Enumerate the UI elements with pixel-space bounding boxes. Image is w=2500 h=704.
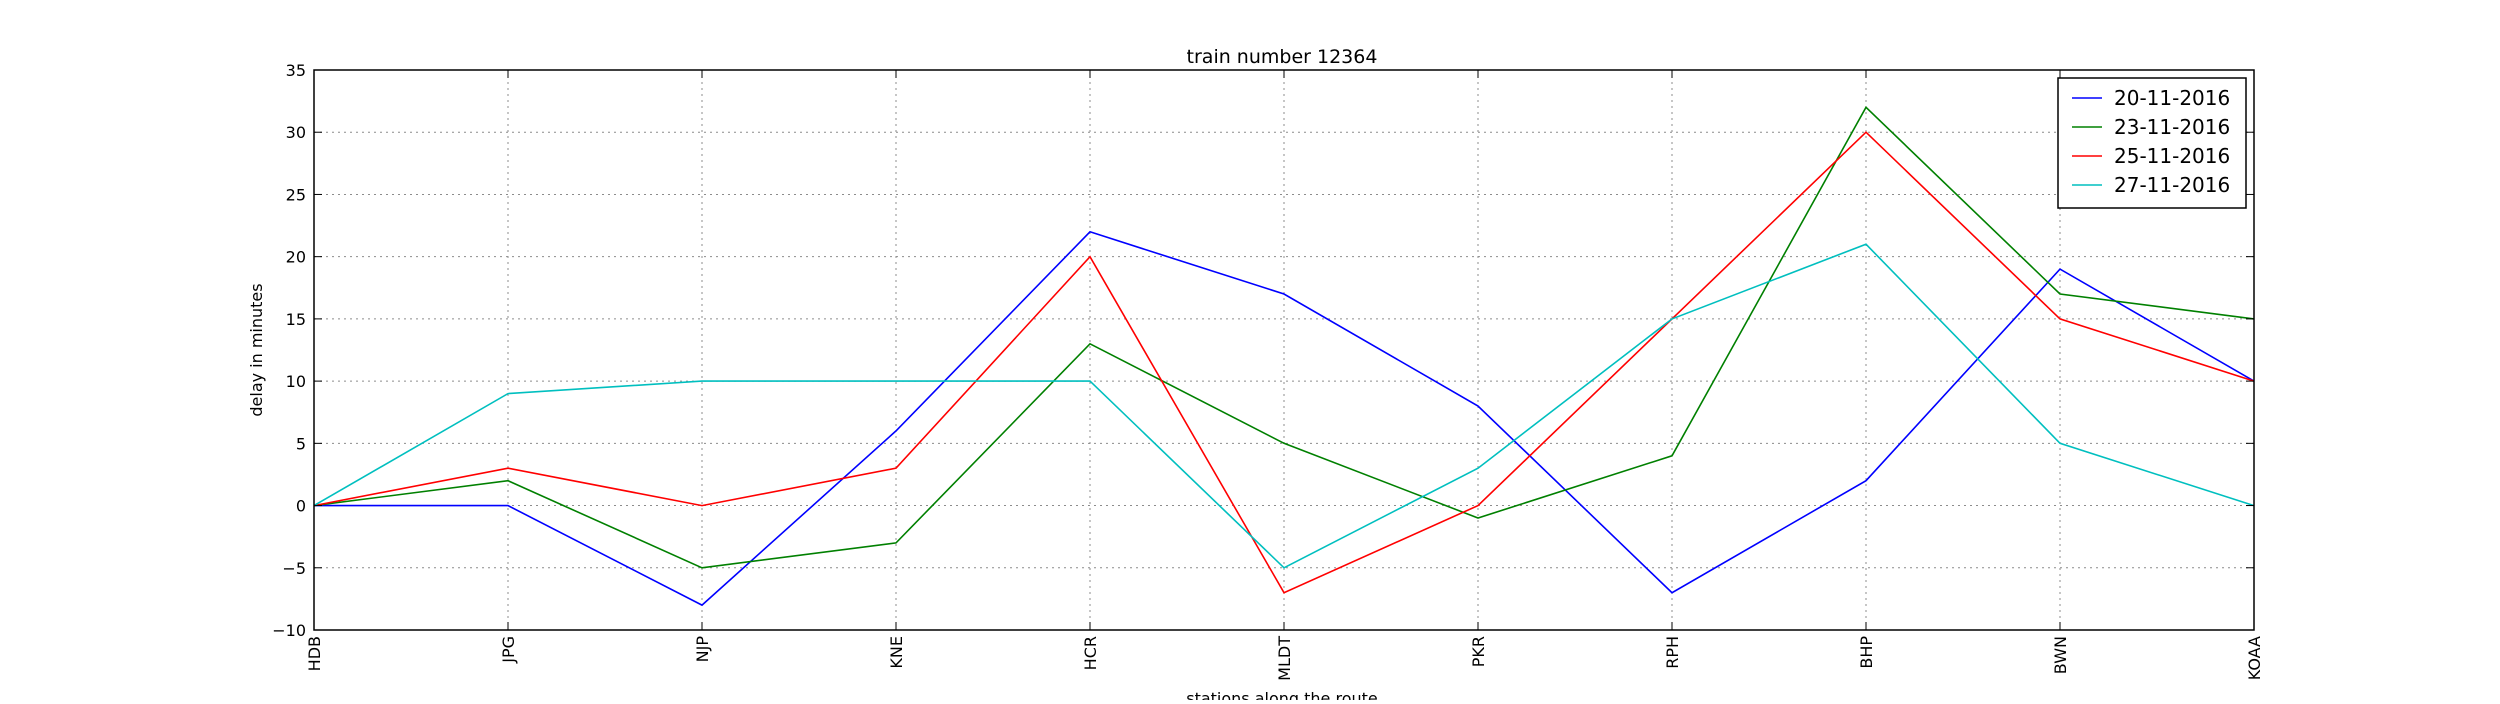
x-tick-labels: HDB JPG NJP KNE HCR MLDT PKR RPH BHP BWN KOAA bbox=[305, 636, 2264, 681]
y-tick-label: 25 bbox=[286, 185, 306, 204]
y-tick-labels: −10 −5 0 5 10 15 20 25 30 35 bbox=[272, 61, 306, 640]
legend-label: 27-11-2016 bbox=[2114, 173, 2230, 197]
x-tick-label: BHP bbox=[1857, 636, 1876, 669]
series-line-23-11-2016 bbox=[313, 106, 2255, 569]
series-line-25-11-2016 bbox=[313, 131, 2255, 594]
legend: 20-11-2016 23-11-2016 25-11-2016 27-11-2016 bbox=[2057, 77, 2247, 209]
axis-ticks bbox=[313, 69, 2255, 631]
y-tick-label: 35 bbox=[286, 61, 306, 80]
legend-box bbox=[2057, 77, 2247, 209]
x-tick-label: KOAA bbox=[2245, 636, 2264, 680]
x-tick-label: MLDT bbox=[1275, 636, 1294, 681]
y-tick-label: −5 bbox=[282, 559, 306, 578]
y-tick-label: 20 bbox=[286, 248, 306, 267]
x-tick-label: HDB bbox=[305, 636, 324, 671]
legend-label: 23-11-2016 bbox=[2114, 115, 2230, 139]
series-lines bbox=[313, 106, 2255, 607]
y-tick-label: 5 bbox=[296, 434, 306, 453]
y-axis-label: delay in minutes bbox=[247, 283, 266, 416]
x-axis-label: stations along the route bbox=[1186, 689, 1378, 700]
x-tick-label: KNE bbox=[887, 636, 906, 669]
legend-label: 25-11-2016 bbox=[2114, 144, 2230, 168]
x-tick-label: JPG bbox=[499, 636, 518, 664]
y-tick-label: 30 bbox=[286, 123, 306, 142]
y-tick-label: 0 bbox=[296, 497, 306, 516]
x-tick-label: NJP bbox=[693, 636, 712, 663]
x-tick-label: BWN bbox=[2051, 636, 2070, 674]
y-tick-label: −10 bbox=[272, 621, 306, 640]
x-tick-label: HCR bbox=[1081, 636, 1100, 670]
x-tick-label: PKR bbox=[1469, 636, 1488, 667]
series-line-20-11-2016 bbox=[314, 230, 2255, 607]
x-tick-label: RPH bbox=[1663, 636, 1682, 669]
chart-title: train number 12364 bbox=[1187, 46, 1378, 68]
legend-label: 20-11-2016 bbox=[2114, 86, 2230, 110]
series-line-27-11-2016 bbox=[313, 243, 2255, 569]
y-tick-label: 10 bbox=[286, 372, 306, 391]
y-tick-label: 15 bbox=[286, 310, 306, 329]
